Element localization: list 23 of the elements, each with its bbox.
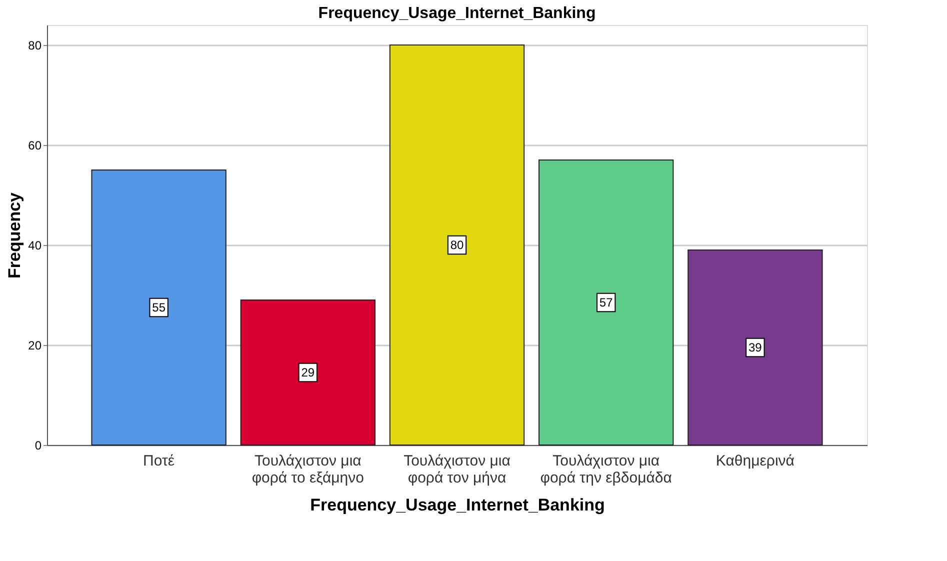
bar: [538, 160, 674, 446]
y-tick-label: 0: [34, 438, 42, 452]
bar: [240, 300, 376, 446]
bar: [688, 250, 823, 446]
x-tick-label: Τουλάχιστον μια φορά τον μήνα: [404, 452, 511, 486]
y-tick-label: 60: [28, 138, 42, 152]
x-tick-label: Καθημερινά: [716, 452, 795, 470]
data-label: 57: [599, 296, 614, 310]
data-label: 29: [301, 366, 315, 380]
x-axis-title: Frequency_Usage_Internet_Banking: [310, 496, 605, 514]
data-label: 55: [152, 300, 166, 314]
x-tick-label: Τουλάχιστον μια φορά την εβδομάδα: [540, 452, 672, 486]
y-tick-label: 40: [28, 238, 42, 252]
x-tick-label: Τουλάχιστον μια φορά το εξάμηνο: [252, 452, 364, 486]
x-tick-label: Ποτέ: [143, 452, 175, 470]
data-label: 80: [450, 238, 464, 252]
bar: [389, 44, 525, 446]
y-tick-label: 20: [28, 338, 42, 352]
data-label: 39: [748, 340, 762, 354]
y-axis-title: Frequency: [5, 192, 24, 278]
chart-title: Frequency_Usage_Internet_Banking: [318, 5, 596, 22]
y-tick-label: 80: [28, 38, 42, 52]
bar: [91, 170, 226, 446]
